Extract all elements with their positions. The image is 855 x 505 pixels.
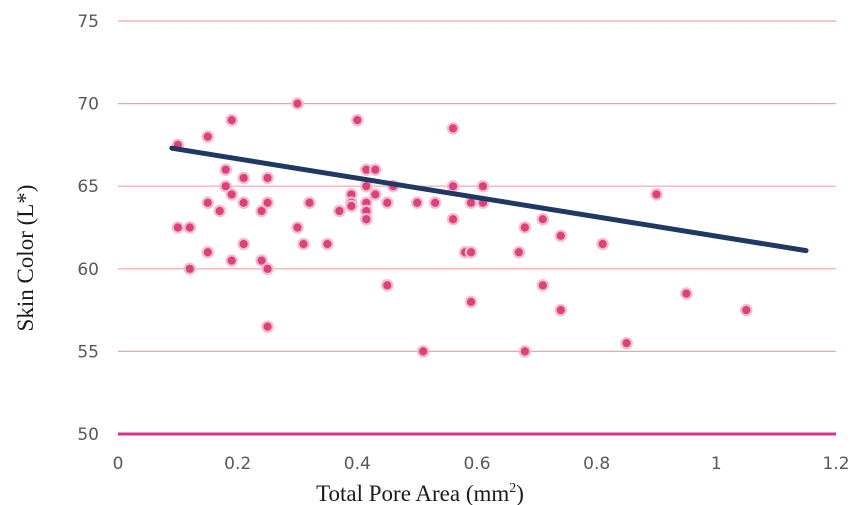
- data-point: [261, 196, 274, 210]
- data-point: [739, 303, 753, 317]
- data-point: [201, 196, 215, 210]
- data-point: [536, 279, 550, 292]
- x-axis-title: Total Pore Area (mm2): [316, 481, 524, 505]
- data-point: [261, 171, 274, 185]
- trendline: [169, 145, 809, 254]
- data-point: [219, 163, 232, 176]
- data-point: [464, 295, 478, 309]
- data-point: [225, 113, 238, 127]
- data-point: [303, 196, 316, 210]
- data-point: [368, 163, 382, 176]
- data-point: [536, 212, 550, 226]
- data-point: [261, 320, 274, 333]
- x-tick-label: 0.2: [224, 454, 251, 474]
- data-point: [201, 245, 215, 259]
- y-axis-title: Skin Color (L*): [13, 185, 38, 332]
- x-tick-labels: 0 0.2 0.4 0.6 0.8 1 1.2: [113, 454, 850, 474]
- data-point: [512, 245, 526, 259]
- x-tick-label: 0.8: [583, 454, 610, 474]
- data-point: [183, 262, 197, 276]
- data-point: [255, 254, 268, 267]
- data-point: [554, 303, 568, 317]
- data-point: [410, 196, 424, 210]
- data-point: [183, 221, 197, 234]
- y-tick-label: 70: [77, 95, 99, 115]
- data-point: [554, 229, 568, 243]
- data-point: [351, 113, 364, 127]
- data-point: [368, 188, 382, 201]
- data-point: [446, 122, 460, 135]
- data-point: [225, 188, 238, 201]
- x-tick-label: 0.4: [344, 454, 371, 474]
- y-tick-label: 75: [77, 12, 99, 32]
- x-axis-title-superscript: 2: [509, 481, 516, 496]
- y-tick-label: 65: [77, 177, 99, 197]
- data-point: [620, 336, 633, 350]
- data-point: [171, 221, 185, 234]
- data-point: [201, 130, 215, 143]
- data-point: [291, 97, 304, 110]
- x-axis-title-close: ): [516, 481, 524, 505]
- x-tick-label: 1: [711, 454, 722, 474]
- data-point: [291, 221, 304, 234]
- y-tick-label: 60: [77, 260, 99, 280]
- data-point: [596, 237, 609, 251]
- data-point: [380, 279, 394, 292]
- data-point: [416, 345, 430, 358]
- x-tick-label: 0.6: [463, 454, 490, 474]
- data-point: [446, 212, 460, 226]
- gridlines: [118, 20, 836, 436]
- data-point: [380, 196, 394, 210]
- data-point: [255, 204, 268, 218]
- x-axis-title-main: Total Pore Area (mm: [316, 481, 509, 505]
- data-point: [237, 237, 250, 251]
- y-tick-labels: 50 55 60 65 70 75: [77, 12, 99, 445]
- x-tick-label: 0: [113, 454, 124, 474]
- data-point: [237, 196, 250, 210]
- data-point: [360, 212, 373, 226]
- data-point: [321, 237, 334, 251]
- data-point: [446, 179, 460, 193]
- data-point: [213, 204, 227, 218]
- data-point: [219, 179, 232, 193]
- data-point: [518, 345, 532, 358]
- data-point: [428, 196, 442, 210]
- data-point: [225, 254, 238, 267]
- data-point: [237, 171, 250, 185]
- data-point: [680, 287, 693, 300]
- x-tick-label: 1.2: [822, 454, 849, 474]
- data-point: [464, 245, 478, 259]
- y-tick-label: 50: [77, 425, 99, 445]
- data-point: [297, 237, 310, 251]
- data-point: [333, 204, 346, 218]
- data-points: [171, 97, 753, 358]
- data-point: [261, 262, 274, 276]
- y-tick-label: 55: [77, 342, 99, 362]
- data-point: [476, 179, 490, 193]
- data-point: [650, 188, 663, 201]
- data-point: [345, 199, 358, 213]
- data-point: [518, 221, 532, 234]
